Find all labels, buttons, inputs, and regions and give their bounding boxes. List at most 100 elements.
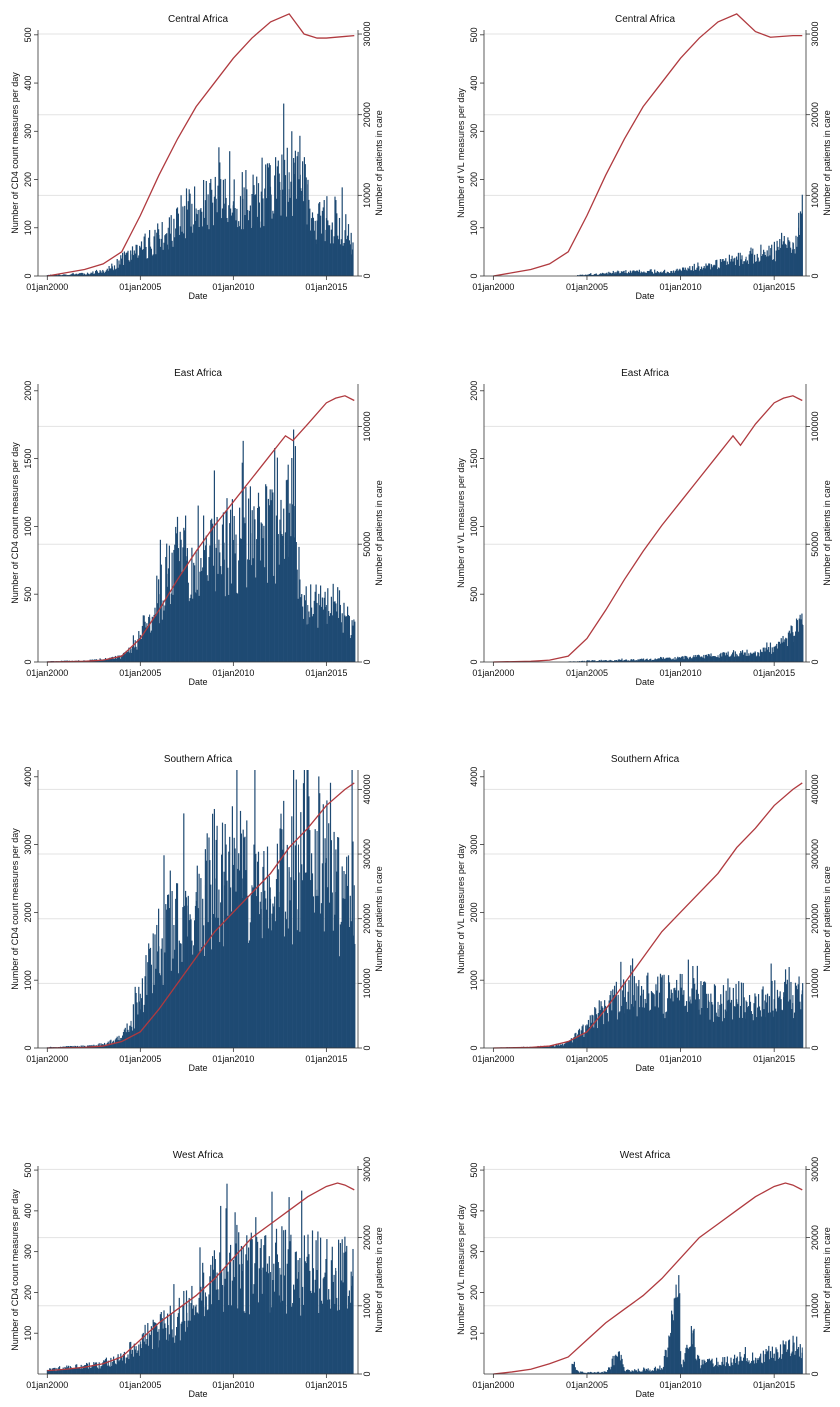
bar [639,1371,641,1374]
bar [760,1362,763,1374]
bar [758,652,760,662]
bar [742,1361,744,1374]
bar [223,1267,225,1374]
bar [707,653,709,662]
bar [337,837,339,1048]
bar [606,660,608,662]
bar [736,256,738,276]
bar [699,1014,701,1048]
bar [104,273,106,276]
bar [174,237,176,276]
bar [615,273,617,276]
bar [673,659,675,662]
bar [785,1341,787,1374]
bar [691,266,694,276]
bar [710,264,712,276]
bar [599,660,601,662]
bar [89,1367,91,1374]
bar [606,1013,608,1048]
bar [242,1263,244,1374]
bar [133,250,135,276]
bar [751,1013,753,1048]
bar [628,1370,630,1374]
bar [720,994,722,1048]
bar [636,1016,638,1048]
bar [575,1369,577,1374]
bar [768,652,771,662]
bar [731,654,733,662]
bar [786,1351,788,1374]
bar [147,1323,149,1374]
bar [658,992,661,1048]
bar [723,652,726,662]
y-axis-label: Number of VL measures per day [456,1205,466,1335]
bar [616,271,618,276]
bar [765,256,767,276]
bar [207,1309,209,1374]
bar [728,254,730,276]
bar [157,603,159,662]
bar [224,178,226,276]
bar [279,892,281,1048]
bar [310,230,312,276]
y-tick-label: 400 [23,1203,33,1218]
bar [742,1357,745,1374]
bar [77,1368,79,1374]
bar [259,1247,261,1374]
bar [317,627,319,662]
bar [593,660,595,662]
bar [130,1020,132,1048]
bar [320,903,323,1048]
bar [232,1259,234,1374]
bar [579,661,581,662]
bar [217,185,219,276]
bar [169,604,171,662]
bar [233,515,235,662]
bar [725,258,727,276]
bar [635,983,637,1048]
bar [120,255,122,276]
bar [319,605,321,662]
bar [293,1289,296,1374]
bar [577,1371,579,1374]
bar [190,226,192,276]
bar [623,660,625,662]
bar [696,656,698,662]
bar [663,658,665,662]
bar [129,652,131,662]
bar [350,232,352,276]
bar [667,998,669,1048]
bar [233,179,235,276]
bar [212,523,214,662]
bar [219,942,221,1048]
bar [766,642,768,662]
bar [776,989,779,1048]
bar [309,1270,311,1374]
bar [284,911,287,1048]
bar [638,979,640,1048]
bar [313,600,315,662]
bar [673,988,675,1048]
bar [739,1017,741,1048]
bar [273,575,275,662]
bar [793,249,795,276]
bar [267,1273,269,1374]
bar [61,274,63,276]
bar [126,1023,128,1048]
bar [240,229,242,276]
bar [566,1041,568,1048]
bar [86,274,88,276]
bar [81,272,83,276]
bar [65,274,67,276]
bar [759,1010,761,1048]
bar [210,884,212,1048]
bar [632,660,634,662]
bar [98,1043,100,1048]
bar [238,1232,240,1374]
bar [79,1368,81,1374]
bar [753,1363,755,1374]
bar [102,271,104,276]
chart-panel: West Africa10020030040050001000020000300… [456,1150,832,1399]
bar [192,232,194,276]
bar [234,208,236,276]
